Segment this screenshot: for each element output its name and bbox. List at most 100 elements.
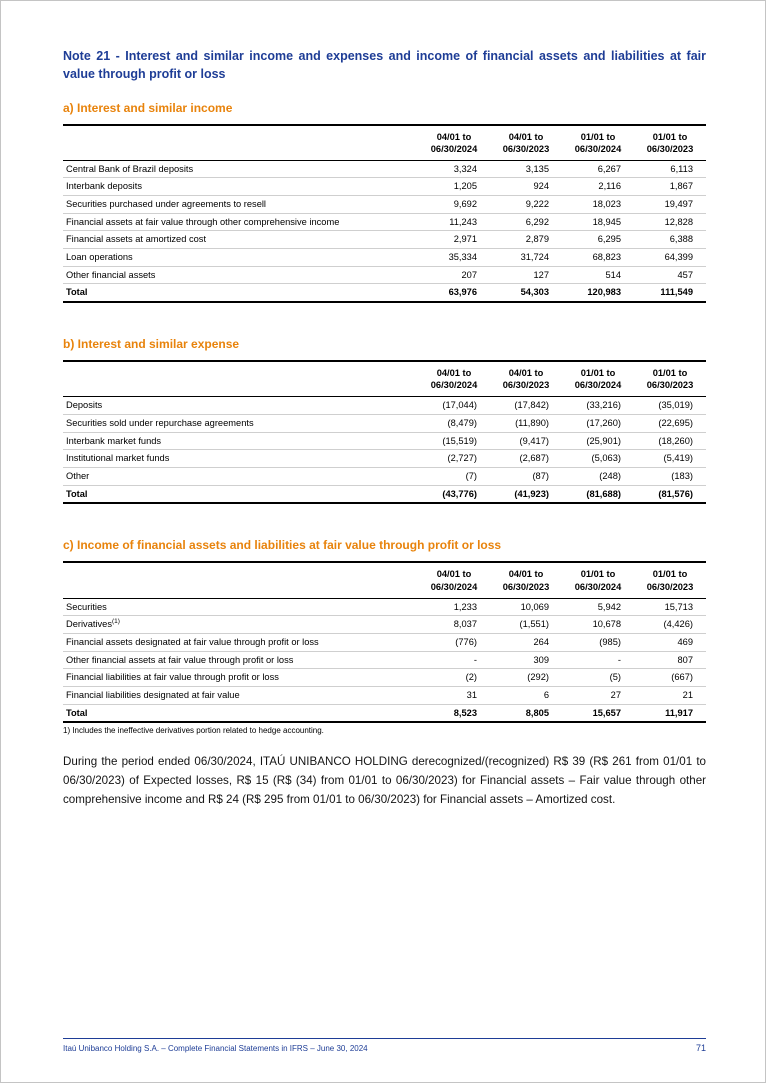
total-row: Total (43,776) (41,923) (81,688) (81,576) <box>63 484 706 505</box>
row-value: (17,044) <box>418 396 490 415</box>
row-value: - <box>418 651 490 670</box>
row-value: (22,695) <box>634 414 706 433</box>
row-value: 31,724 <box>490 248 562 267</box>
table-row: Other (7) (87) (248) (183) <box>63 467 706 486</box>
total-value: 120,983 <box>562 283 634 304</box>
column-header: 01/01 to 06/30/2024 <box>562 562 634 599</box>
row-label: Institutional market funds <box>63 449 418 469</box>
table-row: Financial liabilities designated at fair… <box>63 686 706 705</box>
row-value: 3,135 <box>490 160 562 179</box>
row-value: 1,867 <box>634 177 706 197</box>
column-header: 04/01 to 06/30/2024 <box>418 361 490 398</box>
row-value: 35,334 <box>418 248 490 267</box>
column-header: 04/01 to 06/30/2023 <box>490 361 562 398</box>
table-footnote: 1) Includes the ineffective derivatives … <box>63 726 324 736</box>
table-row: Derivatives(1) 8,037 (1,551) 10,678 (4,426) <box>63 615 706 634</box>
row-label: Other financial assets <box>63 266 418 285</box>
row-value: 19,497 <box>634 195 706 214</box>
table-row: Financial liabilities at fair value thro… <box>63 668 706 688</box>
row-value: 309 <box>490 651 562 670</box>
note-title: Note 21 - Interest and similar income an… <box>63 49 706 81</box>
row-value: (667) <box>634 668 706 688</box>
total-value: 15,657 <box>562 703 634 724</box>
table-row: Financial assets at amortized cost 2,971 2… <box>63 230 706 250</box>
header-row: 04/01 to 06/30/2024 04/01 to 06/30/2023 01… <box>63 361 706 398</box>
column-header: 04/01 to 06/30/2024 <box>418 562 490 599</box>
table-row: Interbank deposits 1,205 924 2,116 1,867 <box>63 177 706 197</box>
total-row: Total 63,976 54,303 120,983 111,549 <box>63 283 706 304</box>
row-value: 6,267 <box>562 160 634 179</box>
row-value: (35,019) <box>634 396 706 415</box>
row-value: (292) <box>490 668 562 688</box>
total-value: 63,976 <box>418 283 490 304</box>
column-header: 01/01 to 06/30/2023 <box>634 361 706 398</box>
row-value: (33,216) <box>562 396 634 415</box>
row-label: Financial assets at fair value through o… <box>63 213 418 232</box>
row-value: 6,113 <box>634 160 706 179</box>
row-value: (248) <box>562 467 634 486</box>
table-row: Interbank market funds (15,519) (9,417) (25… <box>63 432 706 451</box>
row-label: Securities purchased under agreements to… <box>63 195 418 214</box>
row-label: Financial liabilities at fair value thro… <box>63 668 418 688</box>
row-value: 9,222 <box>490 195 562 214</box>
row-value: (183) <box>634 467 706 486</box>
row-value: 6,295 <box>562 230 634 250</box>
total-value: (43,776) <box>418 484 490 505</box>
row-value: (2,727) <box>418 449 490 469</box>
column-header: 04/01 to 06/30/2024 <box>418 124 490 161</box>
body-paragraph: During the period ended 06/30/2024, ITAÚ… <box>63 755 706 806</box>
row-value: 924 <box>490 177 562 197</box>
row-value: (9,417) <box>490 432 562 451</box>
total-label: Total <box>63 283 418 304</box>
section-a: a) Interest and similar income 04/01 to 0… <box>63 101 706 304</box>
row-value: 15,713 <box>634 598 706 617</box>
row-value: 807 <box>634 651 706 670</box>
row-value: 10,069 <box>490 598 562 617</box>
row-value: 6,388 <box>634 230 706 250</box>
total-label: Total <box>63 703 418 724</box>
table-row: Institutional market funds (2,727) (2,687)… <box>63 449 706 469</box>
row-value: 18,023 <box>562 195 634 214</box>
row-label: Loan operations <box>63 248 418 267</box>
row-value: 21 <box>634 686 706 705</box>
table-row: Securities purchased under agreements to… <box>63 195 706 214</box>
row-label: Interbank market funds <box>63 432 418 451</box>
column-header: 01/01 to 06/30/2023 <box>634 562 706 599</box>
row-label: Securities <box>63 598 418 617</box>
row-value: (11,890) <box>490 414 562 433</box>
row-value: 457 <box>634 266 706 285</box>
column-header: 01/01 to 06/30/2024 <box>562 124 634 161</box>
table-row: Deposits (17,044) (17,842) (33,216) (35,019) <box>63 396 706 415</box>
row-label: Financial assets at amortized cost <box>63 230 418 250</box>
footer-text: Itaú Unibanco Holding S.A. – Complete Fi… <box>63 1044 368 1053</box>
column-header-empty <box>63 562 418 599</box>
total-value: 54,303 <box>490 283 562 304</box>
table-c: 04/01 to 06/30/2024 04/01 to 06/30/2023 01… <box>63 561 706 724</box>
row-value: (25,901) <box>562 432 634 451</box>
row-label: Other financial assets at fair value thr… <box>63 651 418 670</box>
row-value: 6,292 <box>490 213 562 232</box>
row-value: (2,687) <box>490 449 562 469</box>
row-value: 1,233 <box>418 598 490 617</box>
section-b: b) Interest and similar expense 04/01 to … <box>63 337 706 505</box>
row-value: 68,823 <box>562 248 634 267</box>
row-value: - <box>562 651 634 670</box>
table-row: Other financial assets at fair value thr… <box>63 651 706 670</box>
footnote-ref: (1) <box>111 618 120 626</box>
table-row: Loan operations 35,334 31,724 68,823 64,399 <box>63 248 706 267</box>
row-value: 2,971 <box>418 230 490 250</box>
row-value: (985) <box>562 633 634 652</box>
row-label: Financial assets designated at fair valu… <box>63 633 418 652</box>
row-label: Deposits <box>63 396 418 415</box>
table-row: Central Bank of Brazil deposits 3,324 3,13… <box>63 160 706 179</box>
row-value: 8,037 <box>418 615 490 634</box>
row-value: 12,828 <box>634 213 706 232</box>
row-value: 31 <box>418 686 490 705</box>
row-value: (87) <box>490 467 562 486</box>
row-value: 10,678 <box>562 615 634 634</box>
row-label: Financial liabilities designated at fair… <box>63 686 418 705</box>
row-value: (17,260) <box>562 414 634 433</box>
row-value: (18,260) <box>634 432 706 451</box>
column-header: 01/01 to 06/30/2024 <box>562 361 634 398</box>
row-label: Interbank deposits <box>63 177 418 197</box>
